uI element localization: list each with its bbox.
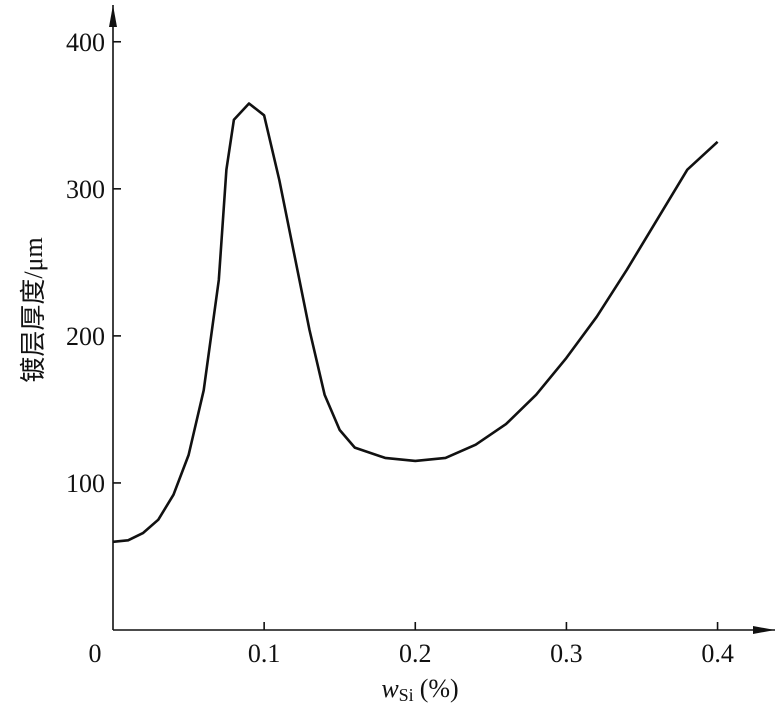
x-label-sub: Si <box>399 685 414 705</box>
x-tick-label: 0.2 <box>399 639 432 668</box>
x-label-main: w <box>381 674 399 703</box>
y-tick-label: 400 <box>66 28 105 57</box>
x-axis-label: wSi (%) <box>381 674 458 705</box>
data-line <box>112 102 719 544</box>
x-axis-arrow <box>753 626 775 634</box>
x-tick-label: 0.3 <box>550 639 583 668</box>
y-axis-label: 镀层厚度/μm <box>19 237 48 382</box>
x-label-unit: (%) <box>420 674 459 703</box>
x-tick-label: 0.1 <box>248 639 281 668</box>
y-tick-label: 200 <box>66 322 105 351</box>
y-axis-arrow <box>109 5 117 27</box>
x-tick-label: 0.4 <box>701 639 734 668</box>
y-tick-label: 300 <box>66 175 105 204</box>
y-tick-label: 100 <box>66 469 105 498</box>
x-tick-label: 0 <box>89 639 102 668</box>
